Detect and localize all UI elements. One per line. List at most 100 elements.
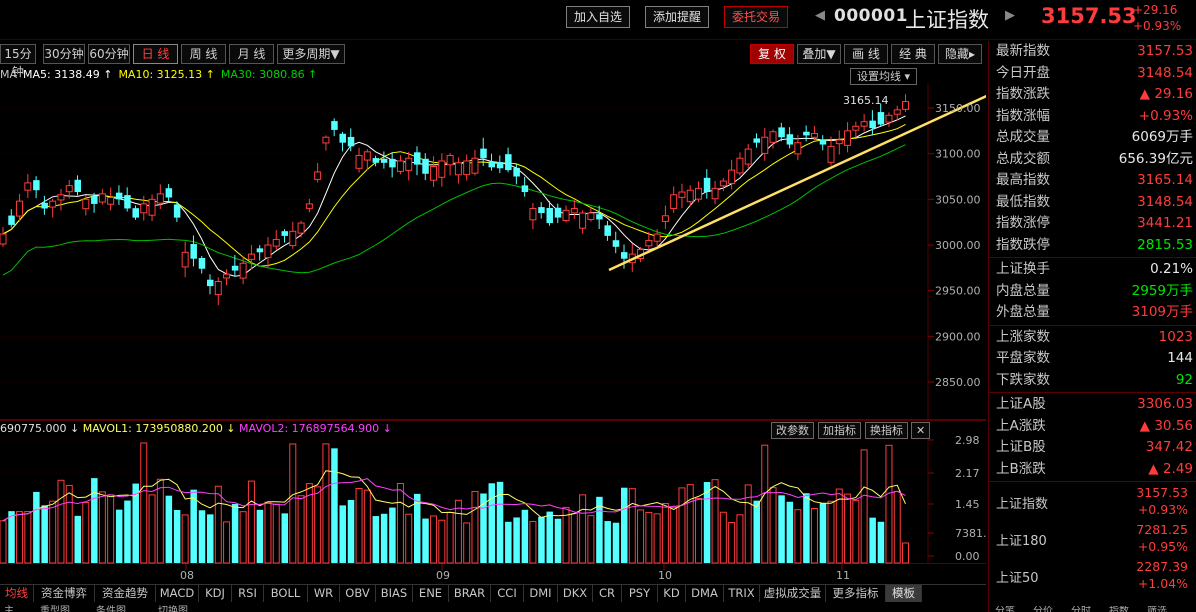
indicator-tab[interactable]: KD bbox=[658, 585, 686, 602]
kline-chart[interactable]: 3150.00 3100.00 3050.00 3000.00 2950.00 2900.… bbox=[0, 84, 986, 420]
quote-label: 指数涨跌 bbox=[996, 86, 1050, 102]
candle-up bbox=[49, 200, 57, 208]
ma-prefix: MA bbox=[0, 68, 18, 81]
indicator-tab[interactable]: 资金博弈 bbox=[34, 585, 95, 602]
candle-down bbox=[380, 158, 388, 163]
bottom-strip-item[interactable]: 条件图 bbox=[96, 606, 126, 612]
panel-divider bbox=[989, 257, 1196, 258]
quote-panel-tab[interactable]: 指数 bbox=[1109, 606, 1129, 612]
candle-up bbox=[305, 203, 313, 209]
candle-down bbox=[124, 195, 131, 209]
indicator-tab[interactable]: BRAR bbox=[449, 585, 491, 602]
trend-line-segment bbox=[608, 94, 986, 272]
indicator-tab[interactable]: 资金趋势 bbox=[95, 585, 156, 602]
indicator-tab[interactable]: PSY bbox=[622, 585, 658, 602]
candle-down bbox=[414, 152, 421, 165]
candle-down bbox=[612, 240, 620, 247]
indicator-tab[interactable]: WR bbox=[308, 585, 340, 602]
add-watchlist-button[interactable]: 加入自选 bbox=[566, 6, 631, 28]
index-label[interactable]: 上证180 bbox=[996, 534, 1047, 549]
tab-adjust[interactable]: 复 权 bbox=[750, 44, 794, 64]
quote-label: 上涨家数 bbox=[996, 328, 1050, 345]
candle-down bbox=[521, 185, 529, 193]
candle-up bbox=[16, 200, 24, 217]
switch-indicator-button[interactable]: 换指标 bbox=[865, 422, 908, 439]
quote-panel-tab[interactable]: 分时 bbox=[1071, 606, 1091, 612]
tab-draw-line[interactable]: 画 线 bbox=[844, 44, 888, 64]
index-label[interactable]: 上证50 bbox=[996, 571, 1039, 586]
volume-bar-down bbox=[505, 521, 512, 563]
indicator-tab[interactable]: OBV bbox=[340, 585, 376, 602]
index-label[interactable]: 上证指数 bbox=[996, 497, 1049, 512]
add-indicator-button[interactable]: 加指标 bbox=[818, 422, 861, 439]
close-indicator-icon[interactable]: ✕ bbox=[911, 422, 931, 439]
indicator-tab[interactable]: 均线 bbox=[0, 585, 34, 602]
indicator-tab[interactable]: 虚拟成交量 bbox=[760, 585, 826, 602]
volume-bar-up bbox=[653, 513, 661, 564]
candle-down bbox=[281, 231, 289, 236]
tab-daily[interactable]: 日 线 bbox=[133, 44, 178, 64]
tab-hide[interactable]: 隐藏▸ bbox=[938, 44, 982, 64]
indicator-tab[interactable]: DMA bbox=[686, 585, 724, 602]
edit-params-button[interactable]: 改参数 bbox=[771, 422, 814, 439]
indicator-tab[interactable]: MACD bbox=[156, 585, 199, 602]
indicator-tab[interactable]: KDJ bbox=[199, 585, 232, 602]
quote-value: ▲ 30.56 bbox=[1139, 417, 1193, 434]
volume-bar-up bbox=[463, 522, 471, 564]
set-ma-button[interactable]: 设置均线 ▾ bbox=[850, 68, 918, 85]
candle-down bbox=[8, 215, 15, 225]
y-tick-label: 2900.00 bbox=[935, 330, 981, 343]
volume-bars bbox=[0, 442, 910, 564]
tab-weekly[interactable]: 周 线 bbox=[181, 44, 226, 64]
quote-panel-tab[interactable]: 分价 bbox=[1033, 606, 1053, 612]
quote-row: 今日开盘 3148.54 bbox=[989, 63, 1196, 85]
indicator-tab[interactable]: BOLL bbox=[264, 585, 308, 602]
price-change: +29.16 +0.93% bbox=[1133, 2, 1181, 34]
indicator-tab[interactable]: BIAS bbox=[376, 585, 413, 602]
y-tick-label: 2850.00 bbox=[935, 376, 981, 389]
indicator-tab[interactable]: CCI bbox=[491, 585, 524, 602]
indicator-tab[interactable]: 模板 bbox=[886, 585, 922, 602]
volume-bar-down bbox=[877, 521, 885, 563]
add-alert-button[interactable]: 添加提醒 bbox=[645, 6, 710, 28]
tab-60min[interactable]: 60分钟 bbox=[88, 44, 130, 64]
bottom-strip-item[interactable]: 重型图 bbox=[40, 606, 70, 612]
tab-30min[interactable]: 30分钟 bbox=[43, 44, 85, 64]
quote-row: 最高指数 3165.14 bbox=[989, 170, 1196, 192]
volume-chart[interactable]: 2.98 2.17 1.45 7381.00 0.00 08 09 10 11 bbox=[0, 420, 986, 584]
quote-row: 指数涨跌 ▲ 29.16 bbox=[989, 84, 1196, 106]
tab-monthly[interactable]: 月 线 bbox=[229, 44, 274, 64]
bottom-strip-item[interactable]: 切换图 bbox=[158, 606, 188, 612]
candle-down bbox=[115, 192, 123, 200]
volume-bar-down bbox=[422, 518, 429, 563]
volume-bar-up bbox=[810, 508, 818, 564]
indicator-tab[interactable]: CR bbox=[593, 585, 622, 602]
quote-row: 下跌家数 92 bbox=[989, 370, 1196, 392]
indicator-tab[interactable]: DKX bbox=[558, 585, 593, 602]
index-percent: +0.95% bbox=[1137, 539, 1188, 554]
trend-line[interactable] bbox=[608, 88, 986, 272]
volume-bar-up bbox=[396, 483, 404, 564]
bottom-strip-item[interactable]: 主 bbox=[4, 606, 14, 612]
tab-more-periods[interactable]: 更多周期▼ bbox=[277, 44, 345, 64]
candle-down bbox=[165, 188, 173, 198]
candle-up bbox=[728, 169, 736, 184]
indicator-tab[interactable]: RSI bbox=[232, 585, 264, 602]
quote-value: 6069万手 bbox=[1131, 129, 1193, 145]
candle-down bbox=[41, 202, 48, 209]
quote-panel-tab[interactable]: 筛选 bbox=[1147, 606, 1167, 612]
volume-bar-up bbox=[719, 511, 727, 564]
quote-row: 外盘总量 3109万手 bbox=[989, 302, 1196, 324]
tab-classic[interactable]: 经 典 bbox=[891, 44, 935, 64]
indicator-tab[interactable]: DMI bbox=[524, 585, 558, 602]
entrust-trade-button[interactable]: 委托交易 bbox=[724, 6, 789, 28]
indicator-tab[interactable]: ENE bbox=[413, 585, 449, 602]
quote-panel-tab[interactable]: 分笔 bbox=[995, 606, 1015, 612]
indicator-tab[interactable]: 更多指标 bbox=[826, 585, 886, 602]
tab-overlay[interactable]: 叠加▼ bbox=[797, 44, 841, 64]
indicator-tab[interactable]: TRIX bbox=[724, 585, 760, 602]
tab-15min[interactable]: 15分钟 bbox=[0, 44, 36, 79]
next-stock-arrow-icon[interactable]: ▶ bbox=[1005, 8, 1015, 23]
candle-down bbox=[347, 136, 355, 147]
prev-stock-arrow-icon[interactable]: ◀ bbox=[815, 8, 825, 23]
